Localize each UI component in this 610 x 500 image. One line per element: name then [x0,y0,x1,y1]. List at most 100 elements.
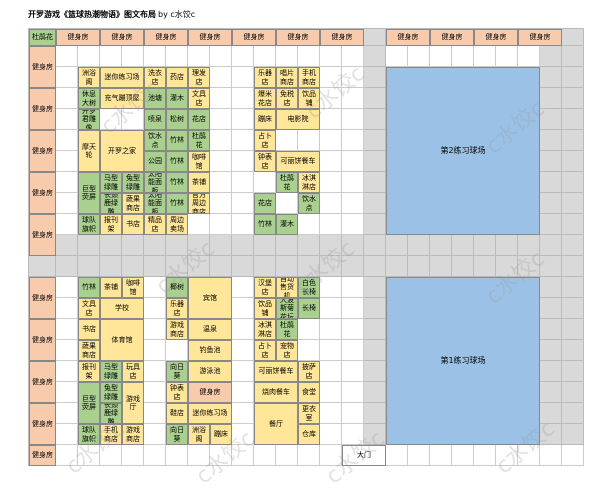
grid-cell [56,424,78,445]
room-cell: 竹林 [78,277,100,298]
grid-cell [496,445,518,466]
grid-cell [210,88,232,109]
room-cell: 周边卖场 [166,214,188,235]
room-cell: 健身房 [430,29,474,46]
grid-cell [210,172,232,193]
room-cell: 健身房 [29,214,56,256]
grid-cell [232,424,254,445]
grid-cell [210,67,232,88]
gray-cell [562,235,584,256]
gray-cell [452,256,474,277]
grid-cell [122,46,144,67]
room-cell: 免税店 [276,88,298,109]
gray-cell [562,29,584,46]
grid-cell [56,340,78,361]
gray-cell [232,256,254,277]
grid-cell [430,46,452,67]
grid-cell [342,214,364,235]
grid-cell [518,46,540,67]
room-cell: 健身房 [386,29,430,46]
room-cell: 书店 [122,214,144,235]
grid-cell [144,382,166,403]
gray-cell [210,235,232,256]
room-cell: 迷你练习场 [100,67,144,88]
room-cell: 钟表店 [254,151,276,172]
room-cell: 竹林 [166,130,188,151]
room-cell: 开罗之家 [100,130,144,172]
room-cell: 汉堡店 [254,277,276,298]
gray-cell [188,235,210,256]
gray-cell [364,29,386,46]
room-cell: 喷泉 [144,109,166,130]
room-cell: 茶铺 [188,172,210,193]
grid-cell [188,214,210,235]
grid-cell [386,445,408,466]
gray-cell [562,151,584,172]
gray-cell [408,235,430,256]
grid-cell [56,46,78,67]
grid-cell [56,109,78,130]
room-cell: 饮水点 [298,193,320,214]
gray-cell [364,46,386,67]
grid-cell [210,46,232,67]
room-cell: 健身房 [232,29,276,46]
room-cell: 蹦床 [254,109,276,130]
room-cell: 太阳能面板 [144,193,166,214]
gray-cell [562,361,584,382]
room-cell: 长椅 [298,298,320,319]
grid-cell [144,298,166,319]
gray-cell [364,340,386,361]
grid-cell [144,46,166,67]
gray-cell [540,88,562,109]
grid-cell [232,172,254,193]
grid-cell [496,46,518,67]
gray-cell [540,172,562,193]
grid-cell [342,193,364,214]
room-cell: 大波斯菊花坛 [276,298,298,319]
grid-cell [320,361,342,382]
room-cell: 学校 [100,298,144,319]
gray-cell [364,256,386,277]
room-cell: 健身房 [276,29,320,46]
grid-cell [298,445,320,466]
room-cell: 鞋店 [166,403,188,424]
room-cell: 杜鹃花 [29,29,56,46]
room-cell: 大门 [342,445,386,466]
grid-cell [562,445,584,466]
author: by c水饺c [158,10,196,19]
gray-cell [56,256,78,277]
grid-cell [474,445,496,466]
gray-cell [540,214,562,235]
grid-cell [452,445,474,466]
gray-cell [562,403,584,424]
gray-cell [540,67,562,88]
gray-cell [386,235,408,256]
room-cell: 休息大树 [78,88,100,109]
grid-cell [320,193,342,214]
gray-cell [430,235,452,256]
grid-cell [122,445,144,466]
room-cell: 书店 [78,319,100,340]
room-cell: 饮品铺 [298,88,320,109]
grid-cell [166,445,188,466]
room-cell: 蹦床 [210,424,232,445]
room-cell: 摩天轮 [78,130,100,172]
grid-cell [342,298,364,319]
gray-cell [78,256,100,277]
grid-cell [232,46,254,67]
grid-cell [320,298,342,319]
room-cell: 官方周边商店 [188,193,210,214]
gray-cell [540,340,562,361]
grid-cell [78,445,100,466]
gray-cell [518,256,540,277]
grid-cell [342,151,364,172]
room-cell: 宾馆 [188,277,232,319]
gray-cell [144,235,166,256]
grid-cell [276,445,298,466]
gray-cell [562,193,584,214]
room-cell: 乐器店 [254,67,276,88]
grid-cell [320,319,342,340]
room-cell: 杜鹃花 [276,172,298,193]
grid-cell [320,424,342,445]
grid-cell [386,46,408,67]
